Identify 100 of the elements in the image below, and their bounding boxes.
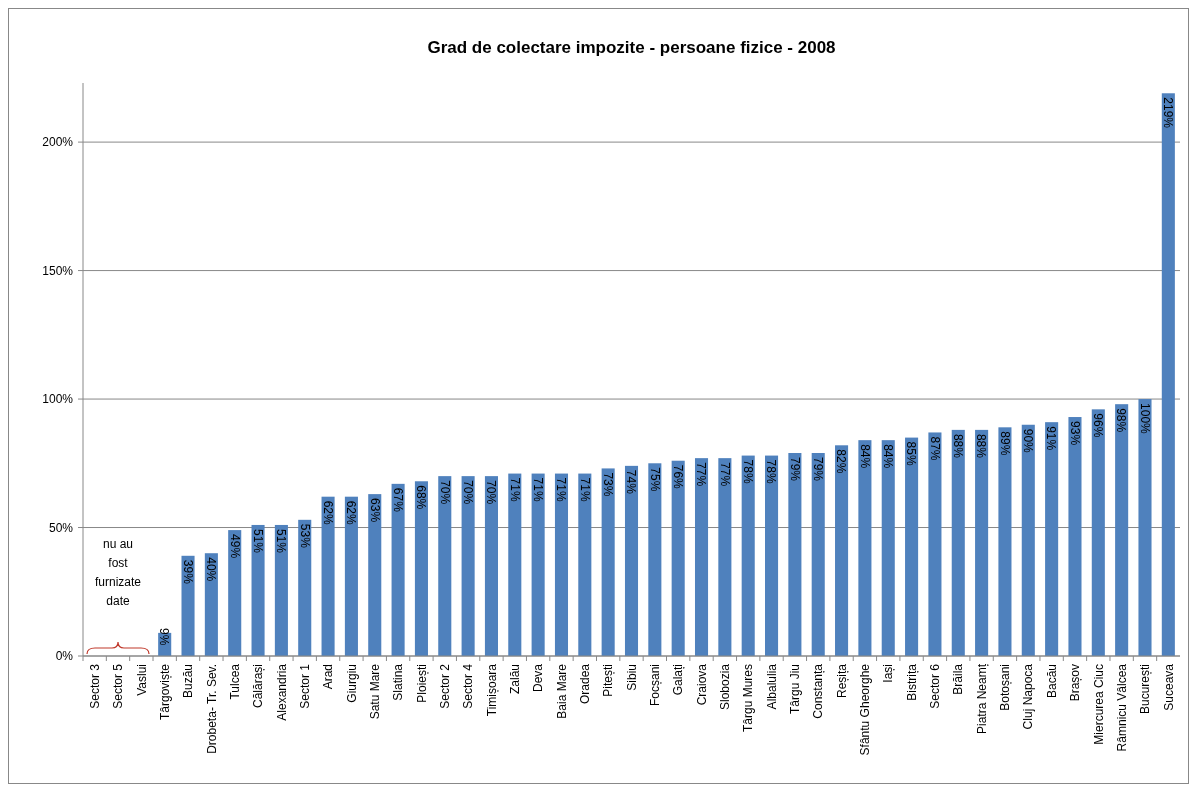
bar	[811, 453, 825, 656]
data-label: 87%	[927, 436, 942, 461]
data-label: 79%	[811, 457, 826, 482]
data-label: 62%	[344, 500, 359, 526]
bar	[344, 496, 358, 656]
bar	[858, 440, 872, 656]
bar	[438, 476, 452, 656]
data-label: 49%	[227, 534, 242, 559]
x-tick-label: Pitești	[601, 664, 616, 697]
data-label: 75%	[647, 467, 662, 492]
bar	[484, 476, 498, 656]
data-label: 39%	[180, 559, 195, 585]
bar	[1068, 417, 1082, 656]
chart-title: Grad de colectare impozite - persoane fizice - 2008	[427, 38, 836, 57]
data-label: 76%	[670, 464, 685, 490]
data-label: 62%	[320, 500, 335, 526]
data-label: 93%	[1067, 421, 1082, 446]
data-label: 96%	[1091, 413, 1106, 438]
x-tick-label: Târgu Mures	[741, 664, 756, 733]
annotation: nu au fost furnizate date	[95, 536, 142, 608]
x-tick-label: Călărași	[251, 664, 266, 709]
data-label: 82%	[834, 449, 849, 474]
bar	[414, 481, 428, 656]
x-tick-label: Drobeta- Tr. Sev.	[204, 664, 219, 754]
x-tick-label: Sector 6	[928, 663, 943, 709]
data-label: 90%	[1021, 428, 1036, 454]
data-label: 73%	[600, 472, 615, 497]
data-label: 71%	[507, 477, 522, 502]
bar	[694, 458, 709, 656]
x-tick-label: Zalău	[508, 664, 522, 695]
data-label: 71%	[577, 477, 592, 502]
data-label: 70%	[437, 480, 452, 505]
data-label: 63%	[367, 498, 382, 523]
x-tick-label: Sector 2	[437, 663, 452, 709]
x-tick-label: Piatra Neamț	[974, 663, 989, 735]
bar	[298, 519, 312, 656]
data-label: 85%	[904, 441, 919, 466]
bar	[648, 463, 662, 656]
data-label: 84%	[881, 444, 896, 469]
x-tick-label: Tulcea	[227, 663, 242, 700]
x-tick-label: Miercurea Ciuc	[1091, 664, 1106, 745]
x-tick-label: Sector 4	[461, 663, 476, 709]
data-label: 51%	[274, 528, 289, 554]
bar	[788, 453, 802, 656]
bar	[228, 530, 242, 656]
data-label: 100%	[1137, 403, 1152, 435]
data-label: 71%	[530, 477, 545, 502]
data-label: 9%	[157, 628, 172, 646]
x-tick-label: Brașov	[1068, 664, 1083, 702]
bar	[1021, 424, 1035, 656]
x-tick-label: Constanța	[811, 663, 826, 719]
bar	[181, 555, 195, 656]
x-tick-label: Satu Mare	[367, 663, 382, 720]
x-tick-label: Iași	[881, 664, 896, 683]
y-tick-label: 100%	[42, 392, 74, 407]
x-tick-label: Oradea	[578, 663, 593, 705]
bar	[975, 429, 989, 656]
data-label: 70%	[484, 480, 499, 505]
x-tick-label: Râmnicu Vâlcea	[1114, 663, 1129, 752]
data-label: 219%	[1161, 97, 1176, 129]
x-tick-label: Albalulia	[764, 663, 779, 710]
x-tick-label: Slatina	[391, 663, 406, 701]
data-label: 40%	[204, 557, 219, 582]
x-tick-label: Brăila	[951, 663, 966, 695]
x-tick-label: Bistrița	[904, 663, 919, 701]
bar	[1138, 399, 1152, 656]
x-tick-label: Buzău	[181, 664, 196, 699]
x-tick-label: Târgoviște	[157, 663, 172, 721]
bar	[554, 473, 569, 656]
bar	[765, 455, 779, 656]
x-tick-label: Sector 1	[297, 663, 312, 709]
x-tick-label: Timișoara	[484, 663, 499, 717]
x-tick-label: Arad	[321, 664, 336, 690]
bar	[951, 429, 965, 656]
x-tick-label: Reșița	[834, 663, 849, 699]
x-tick-label: Craiova	[694, 663, 709, 706]
x-tick-label: Sfântu Gheorghe	[858, 663, 873, 756]
y-tick-label: 50%	[48, 520, 74, 535]
bar	[835, 445, 849, 656]
y-tick-label: 150%	[42, 263, 74, 278]
x-tick-label: Târgu Jiu	[788, 664, 803, 715]
bar	[531, 473, 545, 656]
y-tick-label: 0%	[55, 649, 74, 664]
bar	[461, 476, 475, 656]
bar	[881, 440, 895, 656]
bar	[905, 437, 919, 656]
x-tick-label: Alexandria	[274, 663, 289, 721]
data-label: 77%	[717, 462, 732, 487]
x-tick-label: București	[1138, 664, 1153, 715]
bar	[624, 465, 639, 656]
x-tick-label: Giurgiu	[344, 664, 359, 703]
bar	[274, 524, 288, 656]
bar	[998, 427, 1012, 656]
x-tick-label: Bacău	[1044, 664, 1059, 699]
data-label: 98%	[1114, 408, 1129, 433]
data-label: 71%	[554, 477, 569, 502]
bar	[741, 455, 755, 656]
x-tick-label: Baia Mare	[554, 663, 569, 719]
bar	[251, 524, 265, 656]
bar	[718, 458, 732, 656]
